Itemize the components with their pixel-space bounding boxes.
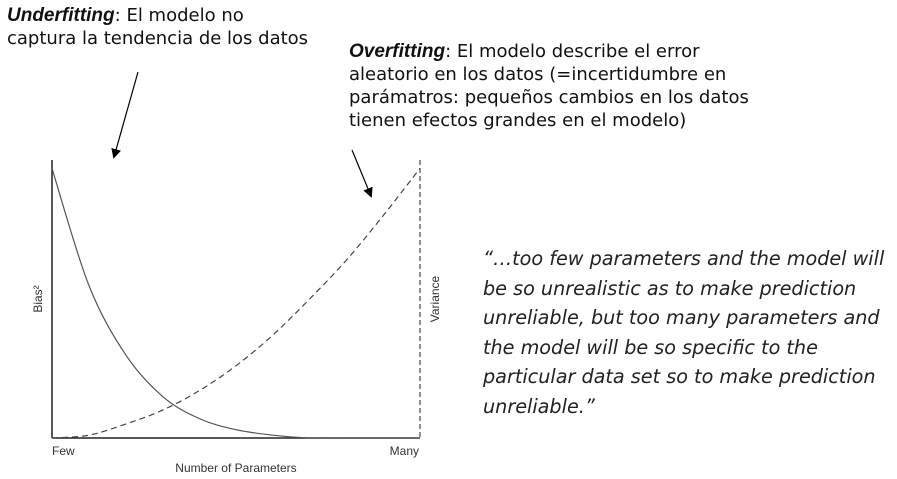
- overfitting-text: : El modelo describe el error aleatorio …: [349, 41, 749, 131]
- underfitting-arrow: [111, 71, 139, 159]
- series-layer: [51, 167, 421, 439]
- underfitting-term: Underfitting: [7, 5, 115, 26]
- quote-text: “…too few parameters and the model will …: [483, 247, 885, 418]
- series-line-bias: [51, 168, 420, 439]
- x-tick-label-few: Few: [52, 444, 75, 458]
- series-line-variance: [51, 167, 421, 439]
- y-axis-label-variance: Variance: [428, 275, 442, 322]
- x-tick-label-many: Many: [390, 444, 419, 458]
- y-axis-label-bias: Bias²: [31, 285, 45, 312]
- overfitting-term: Overfitting: [349, 41, 446, 62]
- underfitting-annotation: Underfitting: El modelo no captura la te…: [7, 4, 317, 50]
- overfitting-arrow: [351, 149, 373, 198]
- underfitting-text: : El modelo no captura la tendencia de l…: [7, 5, 309, 49]
- overfitting-annotation: Overfitting: El modelo describe el error…: [349, 40, 769, 132]
- x-axis-label: Number of Parameters: [175, 461, 296, 475]
